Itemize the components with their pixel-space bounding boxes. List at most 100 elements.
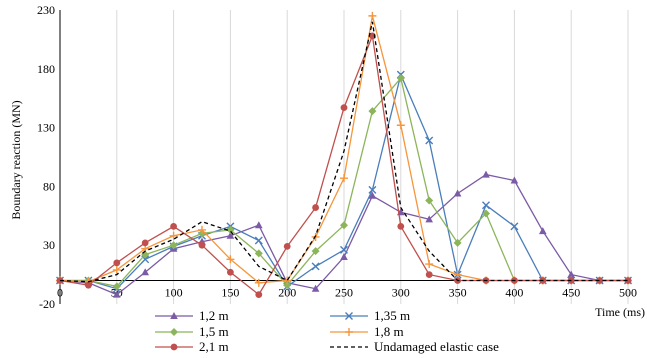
series-3-point-11	[368, 11, 377, 20]
x-tick-labels: 050100150200250300350400450500	[57, 285, 637, 299]
series-1-point-10	[340, 245, 348, 254]
legend-marker-2	[170, 328, 178, 336]
series-0-point-2	[113, 290, 121, 298]
legend-label-0: 1,2 m	[199, 308, 229, 323]
series-4-point-4	[170, 222, 178, 230]
series-2-point-7	[254, 249, 263, 258]
series-1-point-7	[254, 236, 263, 245]
series-3-point-2	[112, 265, 121, 274]
series-4-point-3	[141, 239, 149, 247]
legend-marker-0	[170, 312, 178, 319]
series-4-point-9	[312, 204, 319, 211]
series-3-point-13	[425, 260, 434, 269]
series-5	[59, 21, 628, 283]
series-3-point-6	[226, 255, 235, 264]
x-tick-label-5: 250	[335, 285, 353, 299]
x-tick-label-0: 0	[57, 285, 63, 299]
x-tick-label-9: 450	[562, 285, 580, 299]
series-0-point-14	[453, 189, 462, 197]
series-3-point-8	[283, 276, 292, 285]
series-1-point-11	[368, 185, 377, 194]
series-2-point-9	[311, 247, 320, 256]
legend-marker-1	[345, 312, 353, 320]
y-tick-label-2: 80	[43, 179, 55, 193]
series-4-point-7	[255, 291, 263, 298]
series-1-point-9	[311, 262, 320, 271]
series-4-point-2	[113, 259, 121, 267]
x-tick-label-7: 350	[449, 285, 467, 299]
legend-label-1: 1,35 m	[374, 308, 410, 323]
legend-marker-4	[170, 343, 178, 351]
x-tick-label-4: 200	[278, 285, 296, 299]
y-tick-label-1: 30	[43, 238, 55, 252]
series-layer	[56, 11, 632, 298]
series-2-point-6	[226, 225, 235, 234]
x-tick-label-2: 100	[165, 285, 183, 299]
x-tick-label-10: 500	[619, 285, 637, 299]
series-3-point-4	[169, 231, 178, 240]
x-tick-label-8: 400	[505, 285, 523, 299]
series-line-5	[59, 21, 628, 283]
series-4-point-11	[369, 32, 376, 40]
series-4-point-19	[596, 277, 603, 284]
legend-item-5: Undamaged elastic case	[330, 339, 499, 354]
series-2-point-13	[425, 196, 434, 205]
y-tick-labels: -20 30 80 130 180 230	[37, 3, 55, 311]
legend: 1,2 m 1,35 m 1,5 m 1,8 m 2,1 m Undamaged elas…	[155, 308, 499, 354]
series-4-point-13	[425, 271, 433, 278]
series-3-point-12	[396, 121, 405, 130]
series-1-point-16	[510, 222, 519, 231]
series-0-point-6	[226, 231, 235, 239]
series-3-point-5	[198, 225, 206, 234]
series-4-point-6	[227, 268, 234, 276]
y-axis-title: Boundary reaction (MN)	[9, 100, 23, 219]
series-2-point-10	[340, 221, 348, 230]
series-1-point-15	[482, 201, 490, 210]
y-tick-label-5: 230	[37, 3, 55, 17]
series-0-point-17	[539, 227, 547, 235]
series-4-point-8	[283, 242, 291, 250]
x-axis-title: Time (ms)	[595, 305, 645, 319]
legend-label-5: Undamaged elastic case	[374, 339, 499, 354]
series-0-point-3	[141, 268, 149, 276]
series-2-point-8	[283, 281, 292, 290]
series-0-point-18	[567, 270, 575, 278]
series-4-point-20	[624, 277, 632, 284]
series-3-point-7	[254, 278, 263, 287]
series-0-point-9	[311, 284, 320, 292]
series-2-point-12	[396, 74, 405, 83]
legend-label-4: 2,1 m	[199, 339, 229, 354]
y-tick-label-4: 180	[37, 62, 55, 76]
legend-marker-3	[345, 328, 353, 336]
legend-label-3: 1,8 m	[374, 324, 404, 339]
series-0-point-15	[482, 170, 490, 178]
x-tick-label-6: 300	[392, 285, 410, 299]
series-3-point-10	[340, 174, 348, 183]
y-tick-label-0: -20	[39, 297, 55, 311]
legend-item-0: 1,2 m	[155, 308, 229, 323]
legend-item-4: 2,1 m	[155, 339, 229, 354]
series-0-point-11	[368, 191, 377, 199]
series-4-point-10	[340, 104, 348, 112]
x-tick-label-3: 150	[221, 285, 239, 299]
vertical-gridlines	[59, 10, 629, 304]
legend-label-2: 1,5 m	[199, 324, 229, 339]
legend-item-3: 1,8 m	[330, 324, 404, 339]
series-4-point-1	[85, 281, 92, 289]
series-0-point-13	[425, 215, 433, 223]
series-1-point-13	[425, 136, 434, 145]
series-0-point-16	[510, 176, 519, 184]
series-4-point-12	[397, 222, 405, 230]
series-2-point-14	[453, 238, 462, 247]
series-2-point-15	[482, 209, 490, 218]
series-4-point-5	[198, 241, 206, 249]
y-tick-label-3: 130	[37, 121, 55, 135]
series-2-point-11	[368, 107, 377, 116]
series-0-point-7	[255, 221, 263, 229]
legend-item-1: 1,35 m	[330, 308, 410, 323]
series-4-point-0	[56, 277, 64, 284]
series-2-point-2	[112, 282, 121, 291]
series-2-point-4	[169, 241, 178, 250]
legend-item-2: 1,5 m	[155, 324, 229, 339]
series-0-point-10	[340, 252, 348, 260]
